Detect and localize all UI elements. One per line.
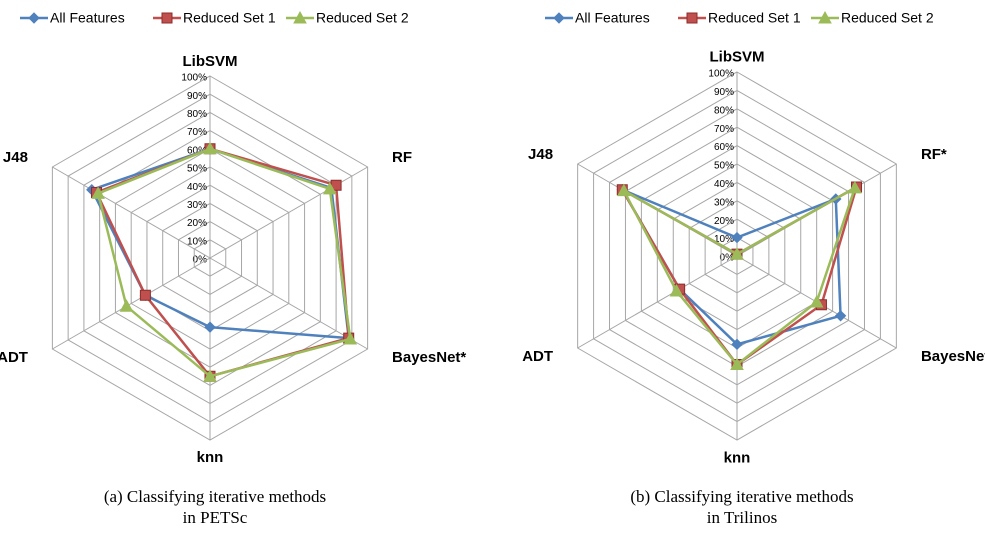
data-point [809,294,824,308]
tick-label: 60% [714,142,734,153]
tick-label: 0% [193,255,208,266]
data-point [834,310,847,322]
tick-label: 70% [187,127,207,138]
tick-label: 10% [187,236,207,247]
tick-label: 10% [714,234,734,245]
data-point [322,181,337,195]
tick-label: 100% [181,73,207,84]
category-label: J48 [3,149,28,166]
tick-label: 20% [187,218,207,229]
caption: (a) Classifying iterative methods [104,487,326,506]
category-label: LibSVM [710,49,765,66]
data-point [204,321,216,333]
legend-label: All Features [50,10,125,26]
tick-label: 90% [714,87,734,98]
tick-label: 40% [714,179,734,190]
tick-label: 30% [714,197,734,208]
data-point [731,231,743,244]
tick-label: 70% [714,124,734,135]
tick-label: 100% [708,69,734,80]
caption: in PETSc [183,508,248,527]
legend-marker [161,12,173,24]
legend-label: Reduced Set 2 [316,10,409,26]
spoke [52,166,211,259]
category-label: ADT [0,349,28,366]
radar-chart: 0% 10% 20% 30% 40% 50% 60% 70% 80% 90% 100% LibSVM R… [0,10,466,527]
caption: (b) Classifying iterative methods [630,487,853,506]
spoke [209,257,368,350]
data-point [731,338,743,351]
legend-label: All Features [575,10,650,26]
data-point [91,186,105,199]
tick-label: 60% [187,145,207,156]
tick-label: 90% [187,91,207,102]
caption: in Trilinos [707,508,777,527]
series-line [620,185,858,367]
tick-label: 50% [714,161,734,172]
data-point [730,247,744,260]
data-point [617,183,631,197]
data-point [730,357,744,371]
category-label: J48 [528,146,553,163]
category-label: knn [724,449,751,466]
data-point [343,331,358,345]
legend-marker [293,10,307,24]
legend-marker [818,10,832,24]
legend-marker [686,12,698,24]
spoke [577,255,738,349]
spoke [52,257,211,350]
tick-label: 20% [714,216,734,227]
data-point [119,299,134,312]
tick-label: 0% [720,253,735,264]
tick-label: 40% [187,182,207,193]
legend-label: Reduced Set 1 [183,10,276,26]
category-label: RF* [921,146,947,163]
data-point [139,289,151,301]
category-label: BayesNet* [392,349,466,366]
data-point [669,283,684,297]
legend-marker [28,12,40,24]
category-label: knn [197,449,224,466]
category-label: LibSVM [183,53,238,70]
tick-label: 80% [187,109,207,120]
data-point [203,141,217,155]
legend-label: Reduced Set 1 [708,10,801,26]
radar-chart: 0% 10% 20% 30% 40% 50% 60% 70% 80% 90% 100% LibSVM R… [522,10,985,527]
data-point [203,369,217,382]
tick-label: 50% [187,164,207,175]
category-label: ADT [522,348,553,365]
legend-label: Reduced Set 2 [841,10,934,26]
category-label: RF [392,149,412,166]
legend-marker [553,12,565,24]
tick-label: 80% [714,105,734,116]
tick-label: 30% [187,200,207,211]
category-label: BayesNet [921,348,985,365]
data-point [848,180,862,194]
